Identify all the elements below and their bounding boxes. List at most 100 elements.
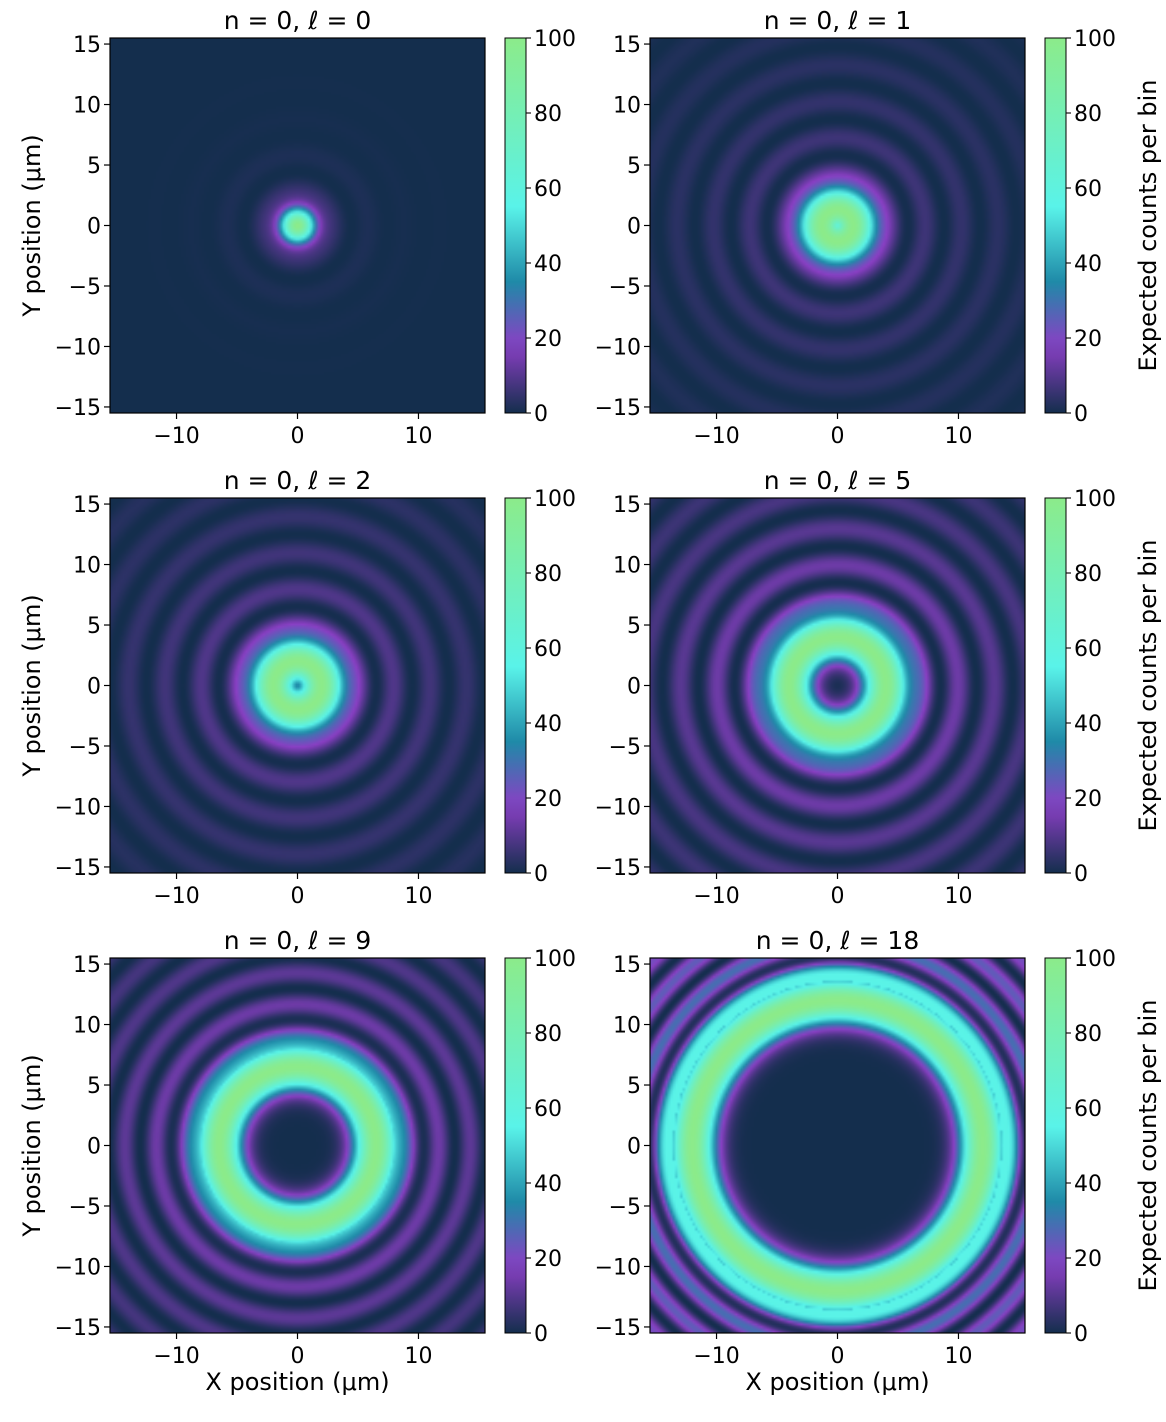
- y-tick-label: 0: [87, 1135, 101, 1160]
- y-tick-label: 15: [613, 33, 641, 58]
- y-tick-label: −10: [595, 795, 641, 820]
- y-tick-label: 15: [613, 953, 641, 978]
- y-tick-label: 10: [73, 554, 101, 579]
- colorbar-tick-label: 20: [1074, 787, 1102, 812]
- colorbar: [504, 957, 527, 1334]
- colorbar-tick-label: 100: [534, 27, 576, 52]
- y-axis-label: Y position (μm): [18, 134, 46, 317]
- y-tick-label: 5: [627, 1074, 641, 1099]
- colorbar-tick-label: 60: [534, 177, 562, 202]
- colorbar-tick-label: 80: [534, 1022, 562, 1047]
- colorbar-tick-label: 0: [1074, 862, 1088, 887]
- colorbar-tick-label: 80: [1074, 102, 1102, 127]
- y-tick-label: 10: [613, 94, 641, 119]
- colorbar-tick-label: 100: [1074, 487, 1116, 512]
- colorbar-label: Expected counts per bin: [1134, 539, 1162, 831]
- panel-title: n = 0, ℓ = 9: [224, 926, 372, 955]
- x-tick-label: −10: [153, 424, 199, 449]
- panel-6: n = 0, ℓ = 18 −10 0 10 −15 −10 −5 0 5 10 15 X posit…: [595, 926, 1162, 1396]
- colorbar-tick-label: 0: [1074, 402, 1088, 427]
- x-tick-label: 0: [291, 424, 305, 449]
- y-tick-label: −10: [55, 795, 101, 820]
- panel-title: n = 0, ℓ = 5: [764, 466, 912, 495]
- y-tick-label: 10: [613, 554, 641, 579]
- colorbar-tick-label: 20: [1074, 327, 1102, 352]
- colorbar-tick-label: 60: [534, 1097, 562, 1122]
- panel-title: n = 0, ℓ = 1: [764, 6, 912, 35]
- colorbar-tick-label: 0: [534, 402, 548, 427]
- y-tick-label: 5: [87, 614, 101, 639]
- y-tick-label: −5: [609, 275, 641, 300]
- colorbar-tick-label: 0: [534, 1322, 548, 1347]
- x-axis-label: X position (μm): [745, 1368, 929, 1396]
- heatmap-image: [110, 38, 485, 413]
- colorbar-tick-label: 80: [1074, 562, 1102, 587]
- y-tick-label: −5: [69, 735, 101, 760]
- colorbar-tick-label: 40: [534, 1172, 562, 1197]
- colorbar-tick-label: 60: [1074, 177, 1102, 202]
- panel-title: n = 0, ℓ = 2: [224, 466, 372, 495]
- x-tick-label: −10: [693, 424, 739, 449]
- x-tick-label: −10: [693, 884, 739, 909]
- y-tick-label: −5: [69, 275, 101, 300]
- panel-title: n = 0, ℓ = 18: [756, 926, 919, 955]
- y-tick-label: −10: [55, 1255, 101, 1280]
- colorbar-tick-label: 100: [1074, 27, 1116, 52]
- y-tick-label: −10: [595, 1255, 641, 1280]
- y-tick-label: −15: [55, 856, 101, 881]
- x-tick-label: −10: [153, 884, 199, 909]
- colorbar-tick-label: 40: [534, 712, 562, 737]
- y-tick-label: −15: [595, 1316, 641, 1341]
- y-tick-label: 5: [627, 614, 641, 639]
- y-tick-label: −15: [55, 396, 101, 421]
- colorbar-tick-label: 60: [1074, 1097, 1102, 1122]
- colorbar-tick-label: 100: [534, 947, 576, 972]
- x-tick-label: 10: [944, 884, 972, 909]
- x-tick-label: 0: [831, 884, 845, 909]
- colorbar: [1044, 957, 1067, 1334]
- y-tick-label: 5: [87, 154, 101, 179]
- x-tick-label: −10: [153, 1344, 199, 1369]
- x-axis-label: X position (μm): [205, 1368, 389, 1396]
- colorbar-tick-label: 40: [1074, 1172, 1102, 1197]
- colorbar-tick-label: 40: [1074, 712, 1102, 737]
- x-tick-label: 10: [404, 1344, 432, 1369]
- panel-2: n = 0, ℓ = 1 −10 0 10 −15 −10 −5 0 5 10 15 0 20 40 60 8…: [595, 6, 1162, 449]
- colorbar: [1044, 497, 1067, 874]
- x-tick-label: 0: [831, 1344, 845, 1369]
- y-tick-label: 0: [87, 675, 101, 700]
- y-tick-label: 0: [627, 215, 641, 240]
- colorbar-tick-label: 60: [1074, 637, 1102, 662]
- y-tick-label: 0: [627, 675, 641, 700]
- colorbar-tick-label: 20: [1074, 1247, 1102, 1272]
- panel-title: n = 0, ℓ = 0: [224, 6, 372, 35]
- colorbar: [1044, 37, 1067, 414]
- panel-1: n = 0, ℓ = 0 −10 0 10 −15 −10 −5 0 5 10 15 Y positi…: [18, 6, 576, 449]
- y-tick-label: −5: [69, 1195, 101, 1220]
- panel-4: n = 0, ℓ = 5 −10 0 10 −15 −10 −5 0 5 10 15 0 20 40 60 8…: [595, 466, 1162, 909]
- y-tick-label: 10: [73, 94, 101, 119]
- y-tick-label: 0: [627, 1135, 641, 1160]
- y-tick-label: −10: [595, 335, 641, 360]
- x-tick-label: 10: [404, 424, 432, 449]
- y-tick-label: 10: [73, 1014, 101, 1039]
- x-tick-label: 10: [944, 1344, 972, 1369]
- y-tick-label: −10: [55, 335, 101, 360]
- colorbar-tick-label: 80: [534, 102, 562, 127]
- colorbar: [504, 497, 527, 874]
- x-tick-label: 0: [831, 424, 845, 449]
- colorbar-tick-label: 100: [1074, 947, 1116, 972]
- colorbar-tick-label: 0: [534, 862, 548, 887]
- y-tick-label: 15: [73, 953, 101, 978]
- x-tick-label: −10: [693, 1344, 739, 1369]
- x-tick-label: 0: [291, 1344, 305, 1369]
- colorbar-tick-label: 80: [534, 562, 562, 587]
- y-tick-label: −5: [609, 1195, 641, 1220]
- heatmap-image: [650, 38, 1025, 413]
- y-tick-label: −15: [595, 856, 641, 881]
- y-tick-label: 5: [87, 1074, 101, 1099]
- panel-3: n = 0, ℓ = 2 −10 0 10 −15 −10 −5 0 5 10 15 Y positi…: [18, 466, 576, 909]
- y-tick-label: 10: [613, 1014, 641, 1039]
- y-axis-label: Y position (μm): [18, 594, 46, 777]
